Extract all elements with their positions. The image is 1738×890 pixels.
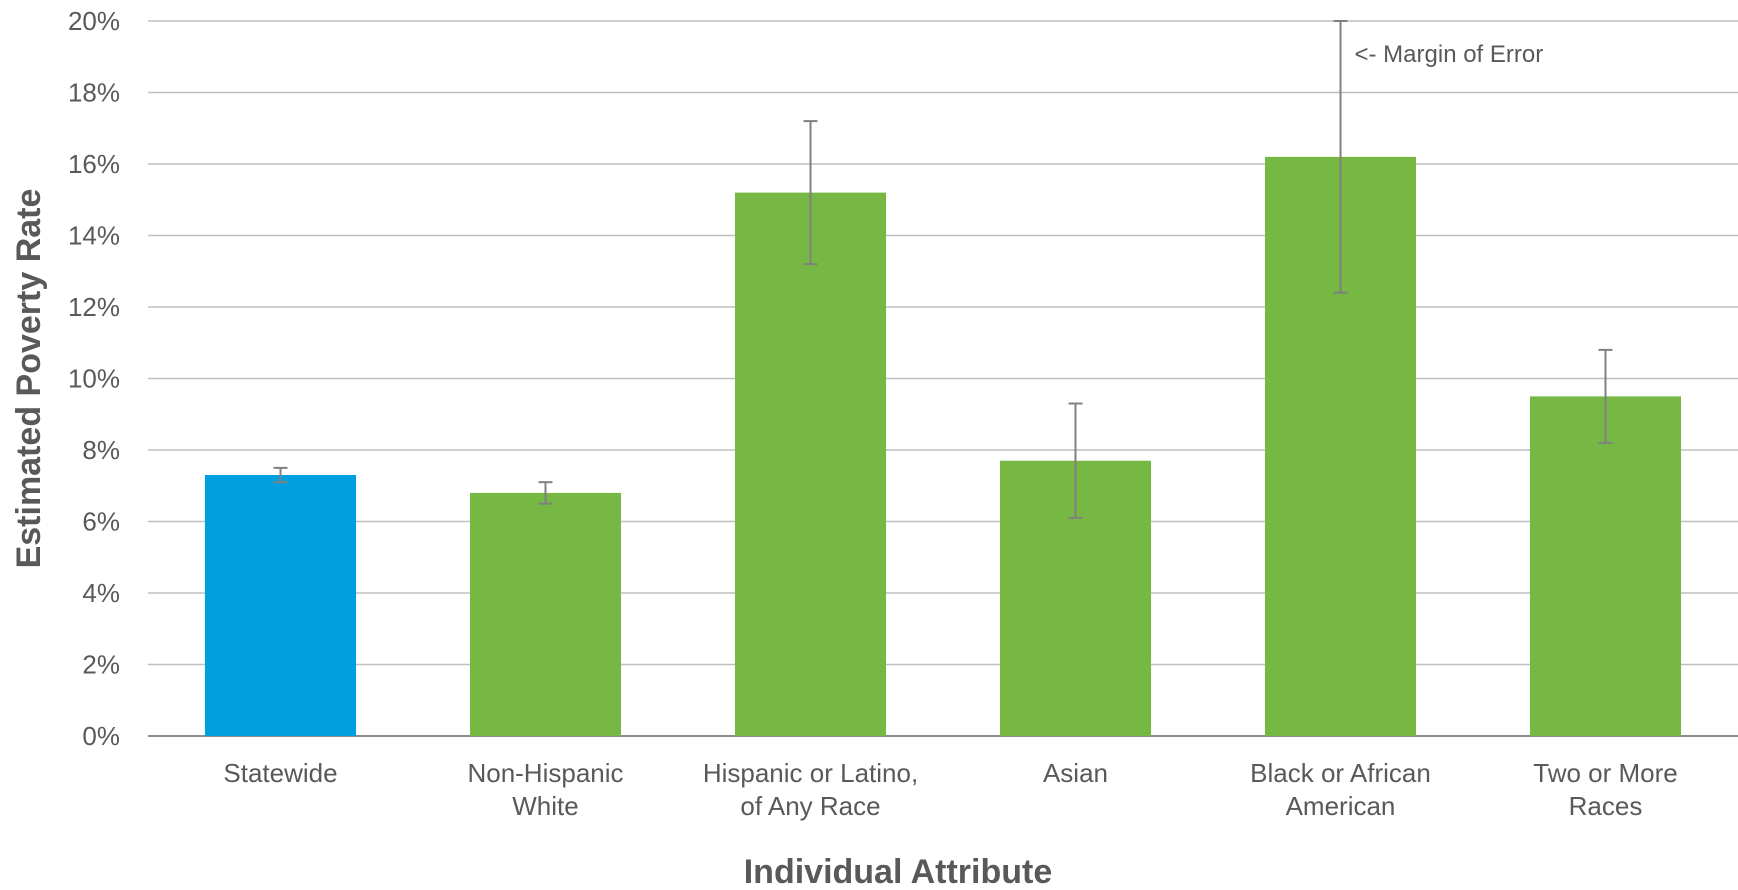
- bar-statewide: [204, 475, 357, 736]
- x-tick-label: Asian: [1043, 758, 1108, 788]
- x-tick-label: Black or African American: [1250, 758, 1431, 821]
- error-bar: [1333, 20, 1348, 294]
- x-tick-label-line: Black or African: [1250, 758, 1431, 788]
- y-tick-label: 4%: [82, 578, 120, 608]
- y-tick-label: 6%: [82, 507, 120, 537]
- y-axis-ticks: 0% 2% 4% 6% 8% 10% 12% 14% 16% 18% 20%: [68, 6, 120, 751]
- error-bar: [273, 466, 288, 484]
- error-bars: [273, 20, 1613, 519]
- error-bar: [803, 120, 818, 266]
- y-tick-label: 10%: [68, 364, 120, 394]
- x-tick-label-line: American: [1286, 791, 1396, 821]
- error-bar: [1068, 402, 1083, 519]
- x-tick-label: Hispanic or Latino, of Any Race: [703, 758, 918, 821]
- bars: [204, 156, 1682, 737]
- y-tick-label: 2%: [82, 650, 120, 680]
- annotations: <- Margin of Error: [1355, 41, 1544, 68]
- y-axis-title: Estimated Poverty Rate: [10, 189, 48, 569]
- x-axis-category-labels: Statewide Non-Hispanic White Hispanic or La…: [223, 758, 1677, 821]
- error-bar: [1598, 348, 1613, 444]
- x-tick-label-line: of Any Race: [740, 791, 880, 821]
- x-tick-label-line: Two or More: [1533, 758, 1678, 788]
- x-tick-label-line: Races: [1569, 791, 1643, 821]
- x-tick-label-line: White: [512, 791, 578, 821]
- y-tick-label: 0%: [82, 721, 120, 751]
- y-tick-label: 20%: [68, 6, 120, 36]
- x-tick-label: Two or More Races: [1533, 758, 1678, 821]
- x-tick-label: Statewide: [223, 758, 337, 788]
- y-tick-label: 18%: [68, 78, 120, 108]
- x-tick-label: Non-Hispanic White: [467, 758, 623, 821]
- y-tick-label: 16%: [68, 149, 120, 179]
- y-tick-label: 12%: [68, 292, 120, 322]
- x-tick-label-line: Statewide: [223, 758, 337, 788]
- error-bar: [538, 481, 553, 505]
- bar-non-hispanic-white: [469, 492, 622, 736]
- y-tick-label: 14%: [68, 221, 120, 251]
- x-tick-label-line: Hispanic or Latino,: [703, 758, 918, 788]
- x-tick-label-line: Non-Hispanic: [467, 758, 623, 788]
- y-tick-label: 8%: [82, 435, 120, 465]
- bar-two-or-more-races: [1529, 396, 1682, 736]
- x-axis-title: Individual Attribute: [744, 853, 1053, 890]
- annotation-margin-of-error: <- Margin of Error: [1355, 41, 1544, 68]
- bar-hispanic-or-latino-of-any-race: [734, 192, 887, 737]
- gridlines: [148, 20, 1738, 737]
- x-tick-label-line: Asian: [1043, 758, 1108, 788]
